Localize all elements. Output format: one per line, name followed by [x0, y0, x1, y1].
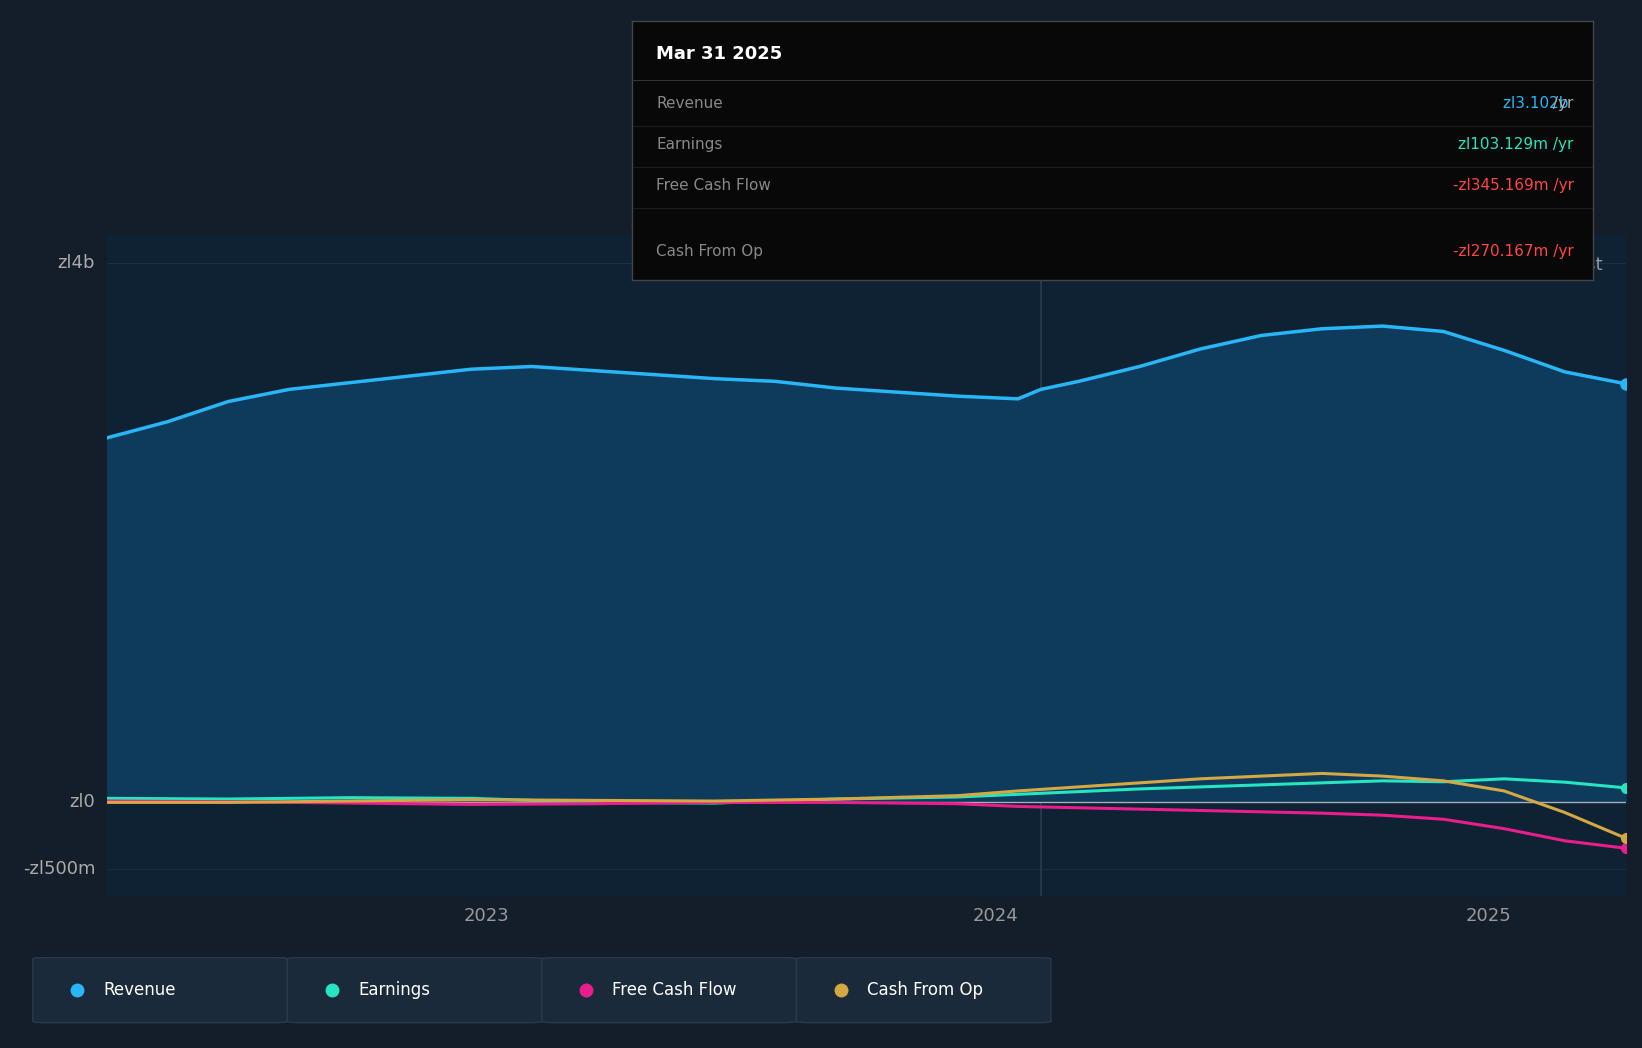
Text: -zl270.167m /yr: -zl270.167m /yr — [1453, 244, 1573, 259]
Text: Revenue: Revenue — [103, 981, 176, 999]
Text: /yr: /yr — [1509, 96, 1573, 111]
Text: Free Cash Flow: Free Cash Flow — [612, 981, 737, 999]
FancyBboxPatch shape — [33, 958, 287, 1023]
Text: zl4b: zl4b — [57, 254, 95, 271]
FancyBboxPatch shape — [287, 958, 542, 1023]
FancyBboxPatch shape — [796, 958, 1051, 1023]
Text: zl0: zl0 — [69, 792, 95, 811]
Text: Free Cash Flow: Free Cash Flow — [657, 178, 772, 193]
Text: -zl345.169m /yr: -zl345.169m /yr — [1453, 178, 1573, 193]
Text: Cash From Op: Cash From Op — [657, 244, 764, 259]
Text: zl103.129m /yr: zl103.129m /yr — [1458, 137, 1573, 152]
Text: Mar 31 2025: Mar 31 2025 — [657, 45, 783, 63]
FancyBboxPatch shape — [542, 958, 796, 1023]
Text: Earnings: Earnings — [358, 981, 430, 999]
Text: Earnings: Earnings — [657, 137, 722, 152]
Text: Past: Past — [1565, 256, 1603, 274]
Text: Cash From Op: Cash From Op — [867, 981, 984, 999]
Text: -zl500m: -zl500m — [23, 860, 95, 878]
Text: Revenue: Revenue — [657, 96, 722, 111]
Text: zl3.102b: zl3.102b — [1502, 96, 1573, 111]
